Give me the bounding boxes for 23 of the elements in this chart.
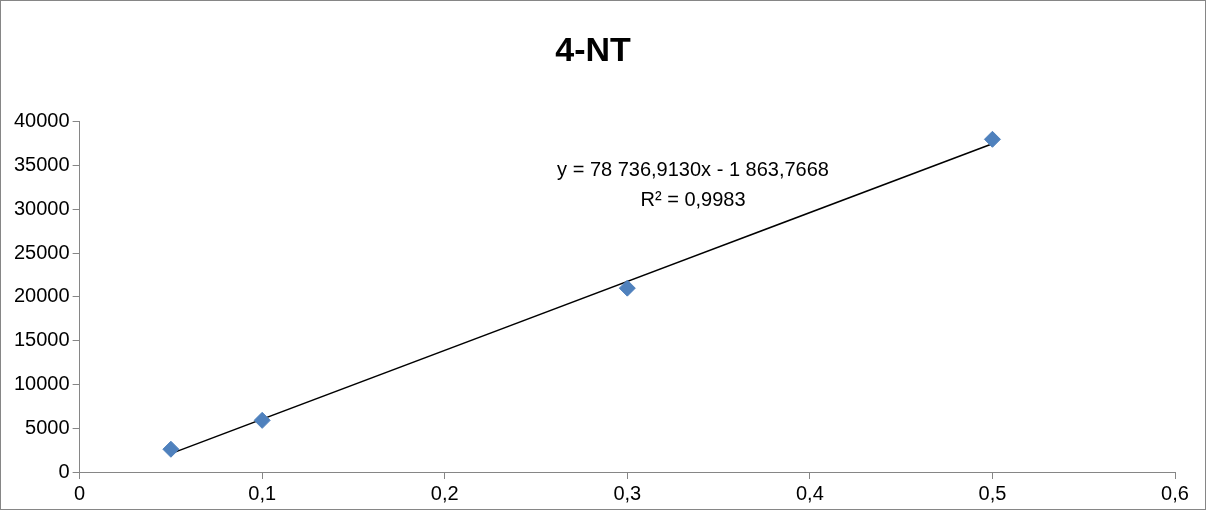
- x-tick-label: 0,6: [1161, 481, 1189, 504]
- x-tick-label: 0,1: [248, 481, 277, 504]
- annotation: R² = 0,9983: [640, 188, 746, 211]
- y-tick-label: 35000: [13, 153, 70, 176]
- x-tick-label: 0: [74, 481, 86, 504]
- annotation: y = 78 736,9130x - 1 863,7668: [557, 158, 829, 181]
- y-tick-label: 30000: [13, 196, 70, 219]
- y-tick-label: 5000: [25, 415, 70, 438]
- x-tick-label: 0,3: [613, 481, 642, 504]
- y-tick-label: 40000: [13, 109, 70, 132]
- y-tick-label: 20000: [13, 284, 70, 307]
- y-tick-label: 15000: [13, 328, 70, 351]
- point: [253, 411, 271, 429]
- x-tick-label: 0,4: [795, 481, 824, 504]
- point: [983, 130, 1001, 148]
- x-tick-label: 0,5: [978, 481, 1007, 504]
- y-tick-label: 10000: [13, 371, 70, 394]
- point: [618, 279, 636, 297]
- x-tick-label: 0,2: [430, 481, 459, 504]
- chart-title: 4-NT: [555, 29, 631, 68]
- point: [162, 440, 180, 458]
- y-tick-label: 0: [58, 459, 70, 482]
- y-tick-label: 25000: [13, 240, 70, 263]
